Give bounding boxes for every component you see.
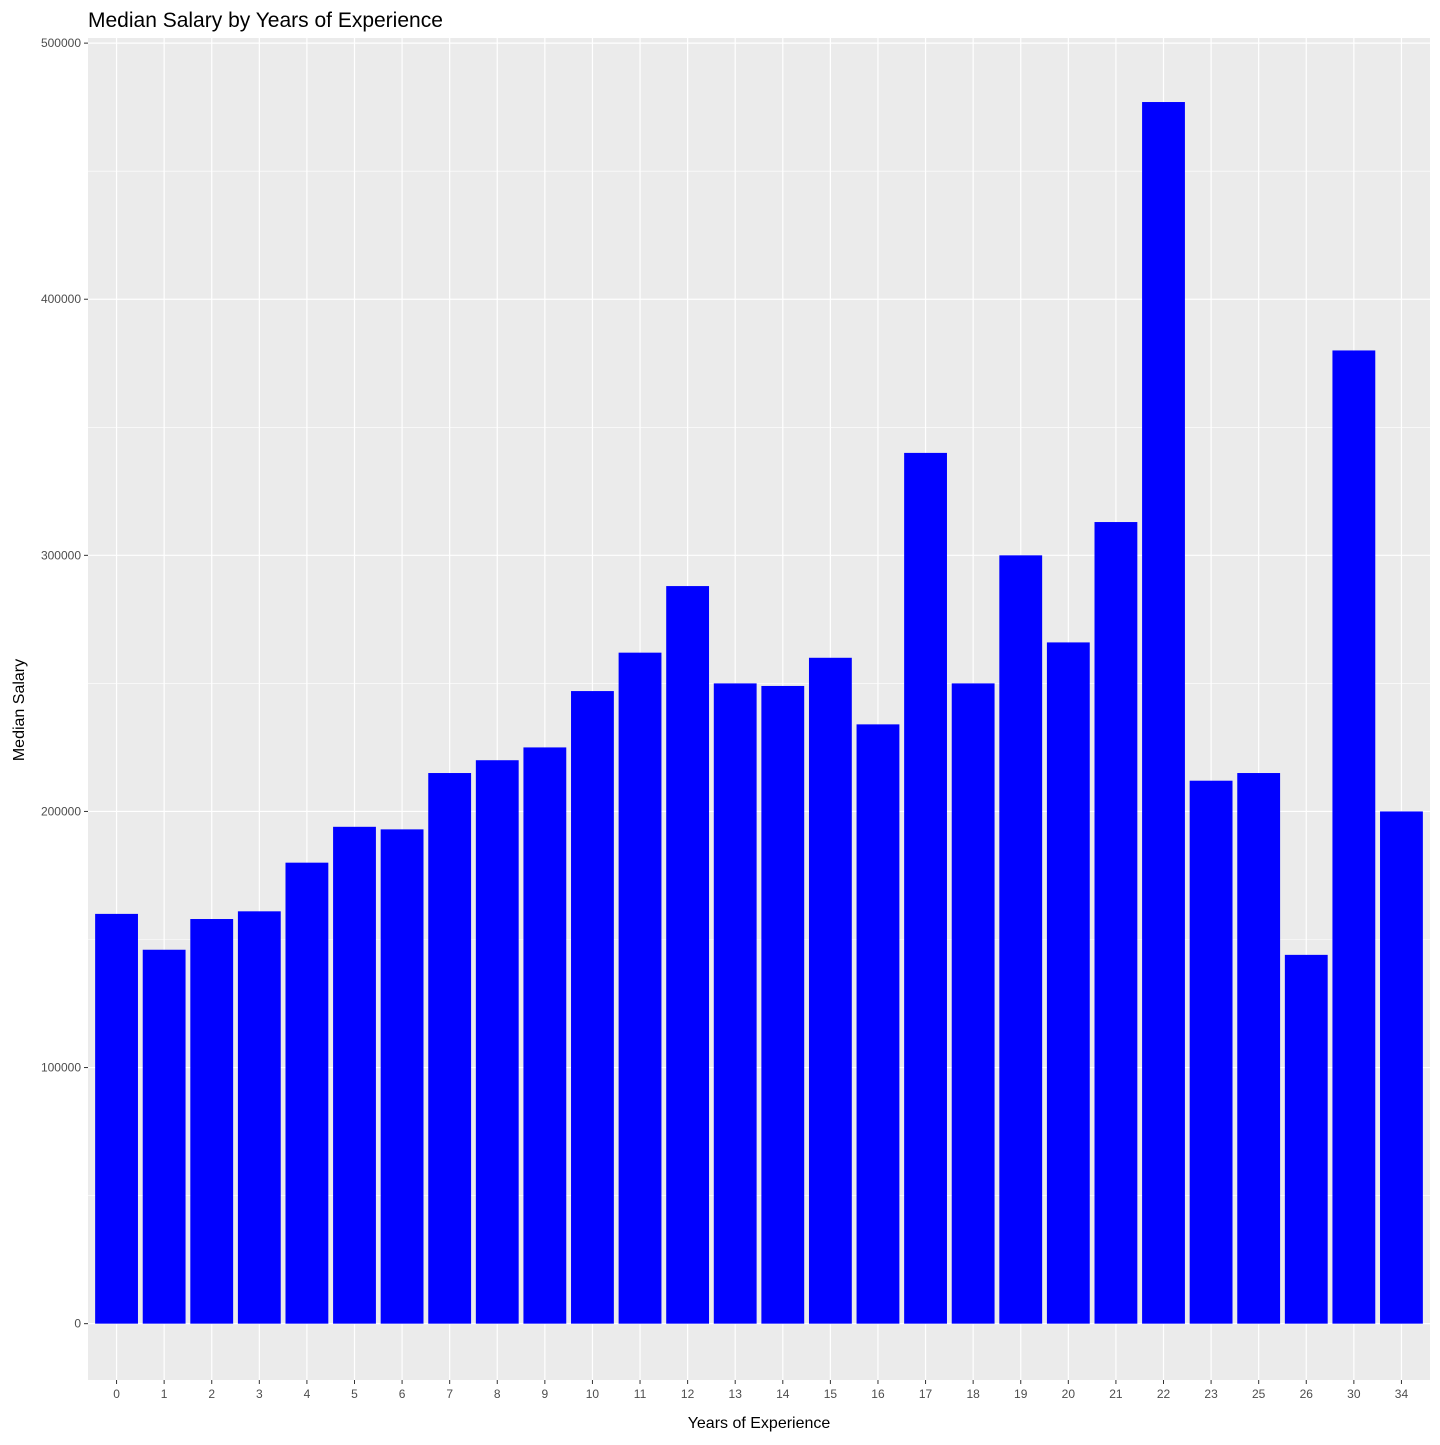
bar-18 <box>951 683 995 1324</box>
bar-15 <box>808 657 852 1324</box>
bar-23 <box>1189 780 1233 1324</box>
y-tick-label: 100000 <box>41 1061 81 1075</box>
x-tick-label: 3 <box>256 1387 263 1401</box>
x-tick-label: 0 <box>113 1387 120 1401</box>
x-tick-label: 19 <box>1014 1387 1028 1401</box>
x-tick-label: 15 <box>824 1387 838 1401</box>
x-tick-label: 30 <box>1347 1387 1361 1401</box>
x-tick-label: 5 <box>351 1387 358 1401</box>
x-tick-label: 21 <box>1109 1387 1123 1401</box>
bar-4 <box>285 862 329 1324</box>
x-tick-label: 25 <box>1252 1387 1266 1401</box>
bar-12 <box>666 586 710 1324</box>
y-axis: 0 100000 200000 300000 400000 500000 <box>41 36 88 1331</box>
bar-8 <box>475 760 519 1324</box>
y-tick-label: 200000 <box>41 804 81 818</box>
x-tick-label: 22 <box>1157 1387 1171 1401</box>
x-tick-label: 12 <box>681 1387 695 1401</box>
bar-9 <box>523 747 567 1324</box>
x-tick-label: 2 <box>208 1387 215 1401</box>
x-axis: 0 1 2 3 4 5 6 7 8 9 10 11 12 13 14 15 16 17 18 19 20 21 22 23 25… <box>113 1380 1408 1401</box>
bar-30 <box>1332 350 1376 1324</box>
bar-11 <box>618 652 662 1324</box>
x-tick-label: 7 <box>446 1387 453 1401</box>
bar-13 <box>713 683 757 1324</box>
bar-21 <box>1094 522 1138 1324</box>
bar-20 <box>1046 642 1090 1324</box>
bar-19 <box>999 555 1043 1324</box>
x-tick-label: 4 <box>304 1387 311 1401</box>
bar-10 <box>571 691 614 1324</box>
bar-16 <box>856 724 900 1324</box>
y-tick-label: 0 <box>74 1317 81 1331</box>
bar-6 <box>380 829 424 1324</box>
bar-1 <box>142 949 186 1324</box>
y-tick-label: 500000 <box>41 36 81 50</box>
x-tick-label: 1 <box>161 1387 168 1401</box>
x-tick-label: 14 <box>776 1387 790 1401</box>
x-tick-label: 6 <box>399 1387 406 1401</box>
x-tick-label: 17 <box>919 1387 933 1401</box>
bar-26 <box>1284 954 1328 1324</box>
y-tick-label: 400000 <box>41 292 81 306</box>
y-tick-label: 300000 <box>41 548 81 562</box>
chart-title: Median Salary by Years of Experience <box>88 9 443 32</box>
x-tick-label: 20 <box>1062 1387 1076 1401</box>
x-tick-label: 34 <box>1395 1387 1409 1401</box>
bar-2 <box>190 919 234 1324</box>
x-tick-label: 23 <box>1204 1387 1218 1401</box>
x-axis-title: Years of Experience <box>688 1415 831 1432</box>
bar-3 <box>237 911 281 1324</box>
y-axis-title: Median Salary <box>11 659 28 761</box>
bar-14 <box>761 685 805 1324</box>
x-tick-label: 16 <box>871 1387 885 1401</box>
bar-0 <box>95 913 138 1324</box>
bar-34 <box>1380 811 1423 1324</box>
bar-5 <box>333 826 376 1324</box>
bars <box>95 102 1423 1324</box>
x-tick-label: 18 <box>966 1387 980 1401</box>
bar-17 <box>904 452 947 1324</box>
x-tick-label: 8 <box>494 1387 501 1401</box>
x-tick-label: 26 <box>1300 1387 1314 1401</box>
bar-7 <box>428 773 472 1324</box>
bar-25 <box>1237 773 1281 1324</box>
x-tick-label: 11 <box>634 1387 647 1401</box>
x-tick-label: 9 <box>542 1387 549 1401</box>
x-tick-label: 10 <box>586 1387 600 1401</box>
x-tick-label: 13 <box>729 1387 743 1401</box>
bar-22 <box>1142 102 1185 1324</box>
